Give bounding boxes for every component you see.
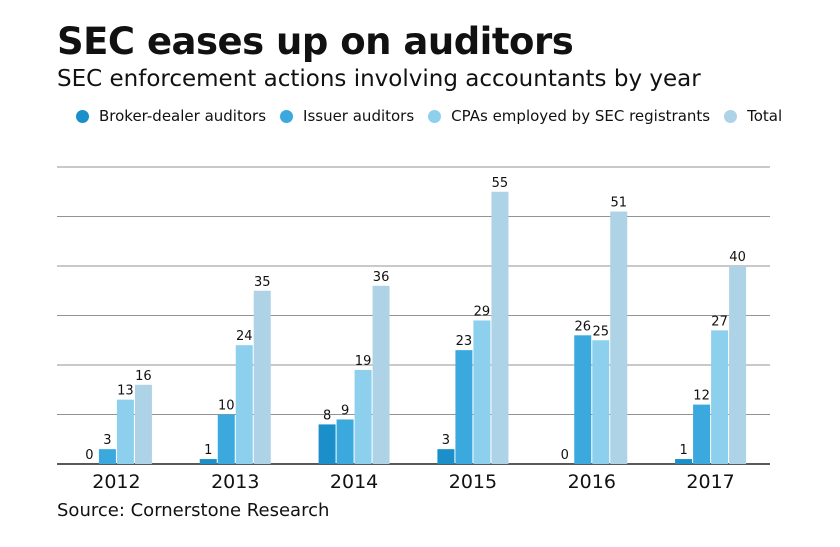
bar xyxy=(235,345,253,464)
bar xyxy=(253,290,271,464)
chart-title: SEC eases up on auditors xyxy=(57,20,574,63)
bar xyxy=(116,399,134,464)
x-tick-label: 2016 xyxy=(568,471,616,493)
x-tick-label: 2013 xyxy=(211,471,259,493)
data-label: 23 xyxy=(456,334,473,349)
bar xyxy=(455,350,473,464)
data-label: 27 xyxy=(711,314,728,329)
bar xyxy=(574,335,592,464)
bar xyxy=(711,330,729,464)
data-label: 3 xyxy=(442,433,450,448)
bar xyxy=(372,285,390,464)
legend-label-broker-dealer: Broker-dealer auditors xyxy=(99,107,267,125)
data-label: 36 xyxy=(373,270,390,285)
bar xyxy=(491,191,509,464)
legend-item-cpas: CPAs employed by SEC registrants xyxy=(428,107,710,125)
data-label: 55 xyxy=(492,176,509,191)
data-label: 0 xyxy=(561,448,569,463)
legend-dot-cpas xyxy=(428,109,442,123)
data-label: 51 xyxy=(610,196,627,211)
legend-dot-issuer xyxy=(280,109,294,123)
x-tick-label: 2015 xyxy=(449,471,497,493)
bar xyxy=(217,414,235,464)
bar xyxy=(693,404,711,464)
legend-item-broker-dealer: Broker-dealer auditors xyxy=(76,107,266,125)
bar xyxy=(610,211,628,464)
chart-subtitle: SEC enforcement actions involving accoun… xyxy=(57,66,701,92)
data-label: 1 xyxy=(204,443,212,458)
bar xyxy=(592,340,610,464)
x-tick-label: 2017 xyxy=(686,471,734,493)
source-note: Source: Cornerstone Research xyxy=(57,500,330,521)
bar xyxy=(199,459,217,464)
bar xyxy=(336,419,354,464)
data-label: 12 xyxy=(693,389,710,404)
legend-dot-broker-dealer xyxy=(76,109,89,123)
bar xyxy=(675,459,693,464)
x-tick-label: 2014 xyxy=(330,471,378,493)
bar xyxy=(437,449,455,464)
data-label: 1 xyxy=(679,443,687,458)
legend-label-issuer: Issuer auditors xyxy=(303,107,415,125)
data-label: 25 xyxy=(592,324,609,339)
x-tick-label: 2012 xyxy=(92,471,140,493)
data-label: 9 xyxy=(341,403,349,418)
legend-item-issuer: Issuer auditors xyxy=(280,107,414,125)
legend-label-cpas: CPAs employed by SEC registrants xyxy=(451,107,711,125)
data-label: 40 xyxy=(729,250,746,265)
bar xyxy=(473,320,491,464)
bar xyxy=(354,369,372,464)
data-label: 26 xyxy=(574,319,591,334)
bar xyxy=(318,424,336,464)
bar xyxy=(98,449,116,464)
data-label: 16 xyxy=(135,369,152,384)
data-label: 35 xyxy=(254,275,271,290)
data-label: 19 xyxy=(355,354,372,369)
data-label: 24 xyxy=(236,329,253,344)
bar xyxy=(729,266,747,464)
legend-dot-total xyxy=(724,109,738,123)
data-label: 29 xyxy=(474,304,491,319)
legend-label-total: Total xyxy=(747,107,783,125)
legend: Broker-dealer auditors Issuer auditors C… xyxy=(76,107,796,125)
data-label: 10 xyxy=(218,399,235,414)
data-label: 13 xyxy=(117,384,134,399)
data-label: 3 xyxy=(103,433,111,448)
legend-item-total: Total xyxy=(724,107,782,125)
bar xyxy=(134,384,152,464)
data-label: 8 xyxy=(323,408,331,423)
data-label: 0 xyxy=(85,448,93,463)
